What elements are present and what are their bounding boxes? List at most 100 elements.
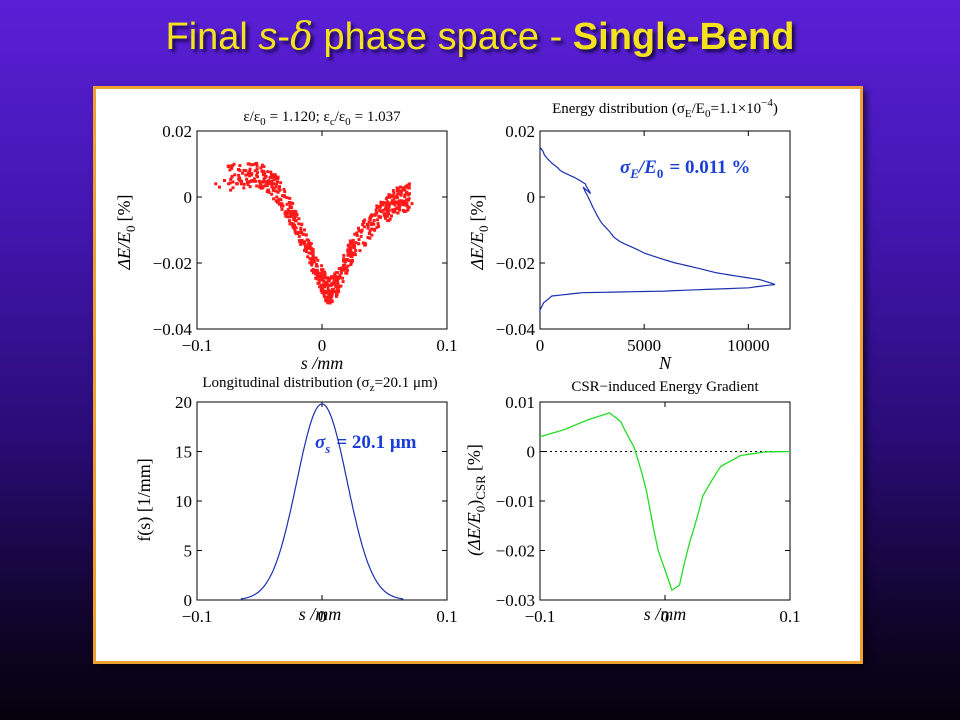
phase-space-point <box>227 165 231 169</box>
phase-space-title: ε/ε0 = 1.120; εc/ε0 = 1.037 <box>243 109 401 128</box>
phase-space-point <box>310 263 314 267</box>
phase-space-point <box>401 186 405 190</box>
phase-space-point <box>341 276 344 280</box>
phase-space-point <box>287 209 290 213</box>
phase-space-point <box>266 180 270 183</box>
phase-space-point <box>256 175 260 179</box>
phase-space-point <box>398 208 401 212</box>
energy-distribution-xtick-label: 5000 <box>627 336 661 355</box>
phase-space-point <box>231 186 235 190</box>
phase-space-point <box>308 257 312 261</box>
phase-space-point <box>391 208 395 212</box>
phase-space-point <box>396 200 400 204</box>
phase-space-point <box>307 239 311 243</box>
longitudinal-distribution-ytick-label: 5 <box>184 542 193 561</box>
phase-space-point <box>323 285 326 289</box>
phase-space-point <box>350 245 353 249</box>
phase-space-point <box>335 285 339 289</box>
phase-space-point <box>393 203 397 207</box>
phase-space-point <box>246 171 250 175</box>
phase-space-point <box>379 210 383 214</box>
phase-space-point <box>318 278 322 282</box>
phase-space-point <box>346 264 350 268</box>
phase-space-point <box>355 231 359 235</box>
phase-space-point <box>297 217 301 221</box>
phase-space-point <box>246 162 250 166</box>
phase-space-point <box>335 288 339 292</box>
csr-energy-gradient-ytick-label: 0.01 <box>505 393 535 412</box>
phase-space-point <box>402 188 406 192</box>
phase-space-point <box>285 212 289 215</box>
phase-space-xlabel: s /mm <box>301 353 344 373</box>
phase-space-point <box>382 213 386 217</box>
phase-space-frame <box>196 130 448 330</box>
energy-distribution-xtick-label: 10000 <box>727 336 770 355</box>
phase-space-point <box>351 258 354 262</box>
phase-space-point <box>275 175 279 179</box>
phase-space-point <box>278 202 281 206</box>
phase-space-point <box>378 205 382 209</box>
phase-space-point <box>341 280 345 284</box>
phase-space-point <box>362 225 366 229</box>
energy-distribution-xlabel: N <box>658 353 672 373</box>
phase-space-point <box>283 190 287 194</box>
phase-space-point <box>300 231 303 235</box>
phase-space-point <box>235 182 239 186</box>
phase-space-point <box>231 180 235 184</box>
phase-space-point <box>387 208 391 212</box>
phase-space-point <box>362 221 365 225</box>
phase-space-point <box>304 233 308 237</box>
phase-space-point <box>401 202 405 206</box>
phase-space-point <box>276 190 280 194</box>
phase-space-xtick-label: −0.1 <box>182 336 213 355</box>
phase-space-point <box>388 217 392 221</box>
phase-space-point <box>252 179 256 183</box>
phase-space-point <box>333 272 337 276</box>
phase-space-point <box>344 271 348 275</box>
phase-space-point <box>384 206 388 210</box>
phase-space-point <box>348 251 351 255</box>
phase-space-point <box>274 189 278 193</box>
phase-space-point <box>274 185 278 189</box>
phase-space-point <box>348 242 352 246</box>
phase-space-point <box>365 222 369 226</box>
phase-space-point <box>272 188 276 192</box>
phase-space-ytick-label: 0 <box>184 188 193 207</box>
csr-energy-gradient-ytick-label: −0.01 <box>496 492 535 511</box>
phase-space-point <box>392 197 396 200</box>
phase-space-point <box>261 186 265 190</box>
phase-space-point <box>384 216 387 220</box>
phase-space-point <box>273 173 277 177</box>
phase-space-points <box>214 161 414 305</box>
phase-space-point <box>367 231 371 235</box>
phase-space-point <box>403 193 407 197</box>
phase-space-point <box>328 301 332 305</box>
slide-title: Final s-δ phase space - Single-Bend <box>0 14 960 59</box>
phase-space-point <box>270 192 274 196</box>
csr-energy-gradient-xtick-label: 0.1 <box>779 607 800 626</box>
phase-space-point <box>375 225 379 229</box>
phase-space-point <box>285 196 289 200</box>
phase-space-point <box>293 228 297 231</box>
csr-energy-gradient-ylabel: (ΔE/E0)CSR[%] <box>464 444 488 556</box>
phase-space-point <box>321 270 324 274</box>
phase-space-point <box>386 214 390 218</box>
phase-space-point <box>337 285 341 289</box>
csr-energy-gradient-line <box>539 412 791 592</box>
phase-space-point <box>290 221 294 225</box>
phase-space-point <box>229 177 233 181</box>
phase-space-point <box>396 211 400 215</box>
phase-space-point <box>238 164 242 168</box>
csr-energy-gradient-ytick-label: 0 <box>527 443 536 462</box>
phase-space-point <box>313 260 317 264</box>
title-text-pre: Final <box>165 16 259 58</box>
phase-space-point <box>342 253 346 257</box>
phase-space-point <box>391 189 395 193</box>
phase-space-point <box>376 222 380 226</box>
phase-space-point <box>359 230 363 234</box>
longitudinal-distribution-ytick-label: 20 <box>175 393 192 412</box>
phase-space-ylabel: ΔE/E0[%] <box>114 194 138 270</box>
phase-space-point <box>399 190 403 194</box>
phase-space-point <box>248 167 252 171</box>
phase-space-point <box>337 277 341 281</box>
